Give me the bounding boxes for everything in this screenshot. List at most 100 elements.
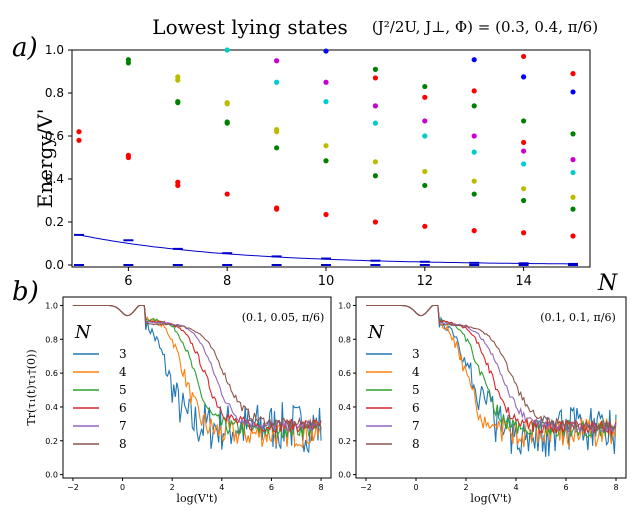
energy-point xyxy=(570,89,576,95)
energy-point xyxy=(175,100,181,106)
energy-point xyxy=(224,101,230,107)
y-tick-label-b: 0.2 xyxy=(45,437,58,446)
x-tick-label-a: 8 xyxy=(223,274,231,289)
energy-point xyxy=(125,60,131,66)
parameter-label: (J²/2U, J⊥, Φ) = (0.3, 0.4, π/6) xyxy=(372,18,598,36)
parameter-annotation: (0.1, 0.05, π/6) xyxy=(242,311,325,324)
legend-label: 6 xyxy=(412,401,420,415)
legend-label: 6 xyxy=(119,401,127,415)
energy-point xyxy=(224,191,230,197)
energy-point xyxy=(323,79,329,85)
energy-point xyxy=(224,47,230,53)
x-tick-label-b: −2 xyxy=(360,483,372,492)
energy-point xyxy=(471,228,477,234)
energy-point xyxy=(570,206,576,212)
x-axis-label-b: log(V't) xyxy=(470,492,511,505)
y-tick-label-b: 0.4 xyxy=(338,403,351,412)
energy-point xyxy=(471,88,477,94)
plot-frame-b xyxy=(62,296,332,479)
y-tick-label-a: 1.0 xyxy=(45,43,64,57)
legend-label: 8 xyxy=(412,437,420,451)
energy-point xyxy=(570,157,576,163)
x-tick-label-b: 2 xyxy=(170,483,175,492)
panel-label-a: a) xyxy=(12,33,38,63)
y-tick-label-a: 0.6 xyxy=(45,129,64,143)
energy-point xyxy=(570,71,576,77)
y-tick-label-b: 0.0 xyxy=(338,471,351,480)
energy-point xyxy=(224,120,230,126)
energy-point xyxy=(372,120,378,126)
y-tick-label-a: 0.2 xyxy=(45,215,64,229)
energy-point xyxy=(76,129,82,135)
energy-point xyxy=(521,74,527,80)
legend-label: 3 xyxy=(412,347,420,361)
energy-point xyxy=(125,154,131,161)
x-tick-label-b: 4 xyxy=(513,483,518,492)
energy-point xyxy=(422,83,428,90)
energy-point xyxy=(570,131,576,137)
series-line-7 xyxy=(366,304,617,434)
x-tick-label-a: 10 xyxy=(318,274,335,289)
energy-point xyxy=(471,103,477,109)
parameter-annotation: (0.1, 0.1, π/6) xyxy=(540,311,616,324)
energy-point xyxy=(274,129,280,135)
energy-point xyxy=(471,149,477,155)
x-tick-label-b: 2 xyxy=(463,483,468,492)
legend-label: 8 xyxy=(119,437,127,451)
panel-label-b: b) xyxy=(12,277,39,307)
energy-point xyxy=(76,137,82,143)
energy-point xyxy=(372,103,378,109)
energy-point xyxy=(521,148,527,154)
series-line-8 xyxy=(72,304,322,430)
series-line-7 xyxy=(72,304,322,432)
y-tick-label-b: 0.8 xyxy=(45,335,58,344)
y-tick-label-b: 0.2 xyxy=(338,437,351,446)
x-tick-label-b: 8 xyxy=(613,483,618,492)
legend-label: 7 xyxy=(119,419,127,433)
energy-plot: Lowest lying states (J²/2U, J⊥, Φ) = (0.3… xyxy=(33,15,618,296)
energy-point xyxy=(274,79,280,85)
legend-label: 7 xyxy=(412,419,420,433)
y-tick-label-a: 0.4 xyxy=(45,172,64,186)
energy-point xyxy=(521,53,527,60)
y-tick-label-a: 0.0 xyxy=(45,258,64,272)
energy-point xyxy=(422,133,428,139)
legend-title: N xyxy=(74,322,92,343)
energy-point xyxy=(471,191,477,197)
y-tick-label-b: 1.0 xyxy=(338,301,351,310)
x-tick-label-b: 8 xyxy=(319,483,324,492)
series-line-8 xyxy=(366,304,617,433)
energy-point xyxy=(422,182,428,189)
x-axis-label-b: log(V't) xyxy=(176,492,217,505)
y-tick-label-b: 0.8 xyxy=(338,335,351,344)
y-axis-label-a: Energy/V' xyxy=(33,109,57,209)
energy-point xyxy=(471,57,477,63)
energy-point xyxy=(422,168,428,175)
x-tick-label-b: 6 xyxy=(269,483,274,492)
x-tick-label-b: 4 xyxy=(219,483,224,492)
y-tick-label-a: 0.8 xyxy=(45,86,64,100)
energy-point xyxy=(323,158,329,164)
energy-point xyxy=(274,58,280,64)
energy-point xyxy=(570,233,576,239)
energy-point xyxy=(372,66,378,72)
legend-label: 5 xyxy=(412,383,420,397)
legend-label: 4 xyxy=(412,365,420,379)
plot-frame-a xyxy=(71,49,591,268)
plot-frame-b xyxy=(355,296,627,479)
x-tick-label-b: 0 xyxy=(120,483,125,492)
energy-point xyxy=(274,145,280,151)
energy-point xyxy=(521,230,527,236)
series-line-6 xyxy=(366,304,617,436)
x-tick-label-a: 12 xyxy=(417,274,434,289)
energy-point xyxy=(175,182,181,189)
energy-point xyxy=(323,48,329,54)
y-axis-label-b: Tr(τ₁(t)τ₁†(0)) xyxy=(25,349,38,425)
x-tick-label-b: −2 xyxy=(67,483,79,492)
energy-point xyxy=(372,219,378,225)
energy-point xyxy=(471,133,477,139)
dynamics-plot-2: 0.0 0.2 0.4 0.6 0.8 1.0 −2 0 2 4 6 8 log(V't) (0.1, 0… xyxy=(338,296,627,505)
energy-point xyxy=(570,194,576,200)
series-line-6 xyxy=(72,304,322,434)
